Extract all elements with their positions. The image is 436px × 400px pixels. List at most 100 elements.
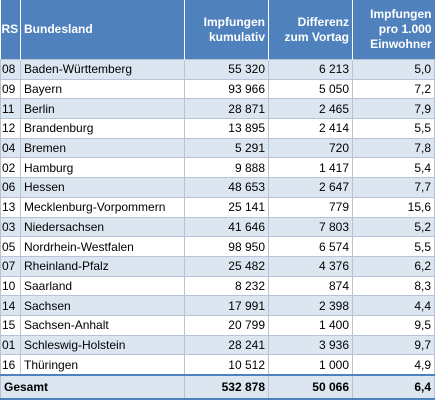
cell-impfungen: 13 895 xyxy=(184,118,269,139)
header-pro1000-line3: Einwohner xyxy=(370,37,432,51)
table-footer: Gesamt 532 878 50 066 6,4 xyxy=(0,374,435,400)
cell-impfungen: 98 950 xyxy=(184,236,269,257)
cell-rs: 10 xyxy=(0,275,21,297)
cell-bundesland: Berlin xyxy=(20,98,185,120)
cell-pro1000: 6,2 xyxy=(352,255,435,277)
header-differenz: Differenz zum Vortag xyxy=(268,0,353,60)
cell-rs: 12 xyxy=(0,118,21,139)
cell-bundesland: Thüringen xyxy=(20,354,185,376)
table-row: 16 Thüringen 10 512 1 000 4,9 xyxy=(0,354,435,376)
cell-pro1000: 5,5 xyxy=(352,236,435,257)
cell-pro1000: 4,9 xyxy=(352,354,435,376)
cell-pro1000: 8,3 xyxy=(352,275,435,297)
header-pro1000: Impfungen pro 1.000 Einwohner xyxy=(352,0,435,60)
header-rs: RS xyxy=(0,0,21,60)
cell-rs: 04 xyxy=(0,137,21,159)
cell-differenz: 2 465 xyxy=(268,98,353,120)
cell-bundesland: Sachsen-Anhalt xyxy=(20,314,185,336)
cell-differenz: 6 574 xyxy=(268,236,353,257)
table-row: 10 Saarland 8 232 874 8,3 xyxy=(0,275,435,297)
header-differenz-line2: zum Vortag xyxy=(284,29,349,44)
cell-impfungen: 25 482 xyxy=(184,255,269,277)
cell-pro1000: 7,9 xyxy=(352,98,435,120)
cell-differenz: 2 398 xyxy=(268,295,353,316)
cell-impfungen: 41 646 xyxy=(184,216,269,238)
table-row: 13 Mecklenburg-Vorpommern 25 141 779 15,6 xyxy=(0,196,435,218)
cell-bundesland: Brandenburg xyxy=(20,118,185,139)
table-row: 15 Sachsen-Anhalt 20 799 1 400 9,5 xyxy=(0,314,435,336)
cell-differenz: 4 376 xyxy=(268,255,353,277)
cell-pro1000: 5,0 xyxy=(352,59,435,80)
table-row: 08 Baden-Württemberg 55 320 6 213 5,0 xyxy=(0,59,435,80)
table-row: 06 Hessen 48 653 2 647 7,7 xyxy=(0,177,435,198)
table-row: 09 Bayern 93 966 5 050 7,2 xyxy=(0,78,435,100)
total-impfungen: 532 878 xyxy=(184,374,269,400)
cell-rs: 13 xyxy=(0,196,21,218)
cell-bundesland: Nordrhein-Westfalen xyxy=(20,236,185,257)
cell-differenz: 779 xyxy=(268,196,353,218)
header-pro1000-line2: pro 1.000 xyxy=(378,22,432,36)
cell-rs: 11 xyxy=(0,98,21,120)
table-row: 04 Bremen 5 291 720 7,8 xyxy=(0,137,435,159)
cell-pro1000: 4,4 xyxy=(352,295,435,316)
table-row: 02 Hamburg 9 888 1 417 5,4 xyxy=(0,157,435,179)
total-label: Gesamt xyxy=(0,374,185,400)
cell-impfungen: 8 232 xyxy=(184,275,269,297)
cell-differenz: 1 417 xyxy=(268,157,353,179)
cell-differenz: 5 050 xyxy=(268,78,353,100)
cell-rs: 15 xyxy=(0,314,21,336)
cell-rs: 09 xyxy=(0,78,21,100)
cell-rs: 16 xyxy=(0,354,21,376)
table-row: 05 Nordrhein-Westfalen 98 950 6 574 5,5 xyxy=(0,236,435,257)
cell-impfungen: 5 291 xyxy=(184,137,269,159)
cell-rs: 05 xyxy=(0,236,21,257)
cell-pro1000: 15,6 xyxy=(352,196,435,218)
header-row: RS Bundesland Impfungen kumulativ Differ… xyxy=(0,0,435,60)
header-impfungen: Impfungen kumulativ xyxy=(184,0,269,60)
cell-bundesland: Rheinland-Pfalz xyxy=(20,255,185,277)
cell-bundesland: Bremen xyxy=(20,137,185,159)
cell-differenz: 2 647 xyxy=(268,177,353,198)
cell-bundesland: Sachsen xyxy=(20,295,185,316)
total-row: Gesamt 532 878 50 066 6,4 xyxy=(0,374,435,400)
cell-differenz: 7 803 xyxy=(268,216,353,238)
header-bundesland: Bundesland xyxy=(20,0,185,60)
cell-differenz: 3 936 xyxy=(268,334,353,356)
table-body: 08 Baden-Württemberg 55 320 6 213 5,0 09 Bayer… xyxy=(0,59,435,376)
cell-bundesland: Mecklenburg-Vorpommern xyxy=(20,196,185,218)
table-row: 14 Sachsen 17 991 2 398 4,4 xyxy=(0,295,435,316)
header-impfungen-line1: Impfungen xyxy=(203,14,265,29)
cell-bundesland: Hessen xyxy=(20,177,185,198)
cell-impfungen: 20 799 xyxy=(184,314,269,336)
cell-impfungen: 10 512 xyxy=(184,354,269,376)
table-row: 01 Schleswig-Holstein 28 241 3 936 9,7 xyxy=(0,334,435,356)
table-row: 03 Niedersachsen 41 646 7 803 5,2 xyxy=(0,216,435,238)
cell-impfungen: 28 871 xyxy=(184,98,269,120)
cell-rs: 02 xyxy=(0,157,21,179)
table-header: RS Bundesland Impfungen kumulativ Differ… xyxy=(0,0,435,60)
cell-bundesland: Saarland xyxy=(20,275,185,297)
cell-pro1000: 9,7 xyxy=(352,334,435,356)
cell-pro1000: 9,5 xyxy=(352,314,435,336)
cell-pro1000: 5,2 xyxy=(352,216,435,238)
table-row: 11 Berlin 28 871 2 465 7,9 xyxy=(0,98,435,120)
header-pro1000-line1: Impfungen xyxy=(370,7,432,21)
cell-differenz: 1 000 xyxy=(268,354,353,376)
table-row: 07 Rheinland-Pfalz 25 482 4 376 6,2 xyxy=(0,255,435,277)
total-differenz: 50 066 xyxy=(268,374,353,400)
cell-impfungen: 9 888 xyxy=(184,157,269,179)
cell-bundesland: Niedersachsen xyxy=(20,216,185,238)
cell-impfungen: 48 653 xyxy=(184,177,269,198)
cell-differenz: 1 400 xyxy=(268,314,353,336)
cell-impfungen: 93 966 xyxy=(184,78,269,100)
cell-bundesland: Bayern xyxy=(20,78,185,100)
cell-bundesland: Hamburg xyxy=(20,157,185,179)
total-pro1000: 6,4 xyxy=(352,374,435,400)
cell-impfungen: 17 991 xyxy=(184,295,269,316)
header-impfungen-line2: kumulativ xyxy=(208,29,265,44)
cell-rs: 06 xyxy=(0,177,21,198)
cell-pro1000: 7,2 xyxy=(352,78,435,100)
cell-impfungen: 55 320 xyxy=(184,59,269,80)
cell-rs: 01 xyxy=(0,334,21,356)
